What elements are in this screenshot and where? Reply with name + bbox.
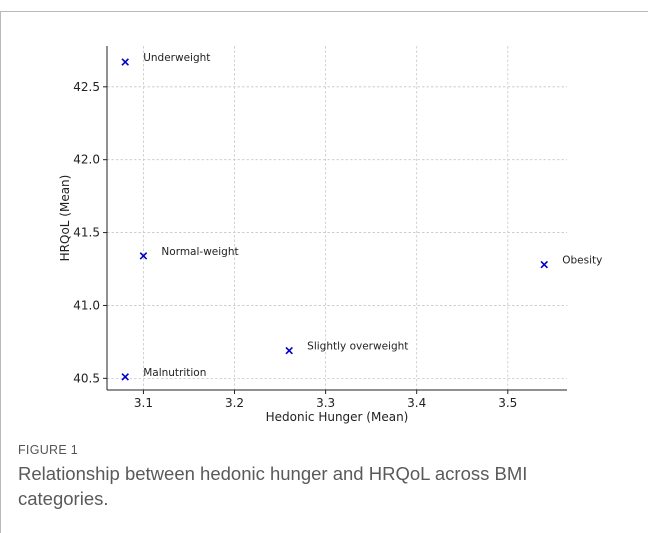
y-tick-label: 42.5 xyxy=(73,80,100,94)
x-marker-stroke xyxy=(121,373,129,381)
y-tick-label: 41.5 xyxy=(73,226,100,240)
figure-label: FIGURE 1 xyxy=(18,443,79,457)
figure-frame-left-border xyxy=(0,11,1,533)
y-tick-label: 42.0 xyxy=(73,153,100,167)
axes xyxy=(106,46,567,391)
x-marker-stroke xyxy=(285,346,293,355)
x-tick-label: 3.5 xyxy=(498,396,517,410)
x-axis-title: Hedonic Hunger (Mean) xyxy=(266,410,409,424)
data-point: Normal-weight xyxy=(139,246,239,260)
data-points: Underweight Normal-weight Obesity Slightly … xyxy=(121,52,602,381)
x-tick-label: 3.1 xyxy=(134,396,153,410)
x-tick-label: 3.4 xyxy=(407,396,426,410)
data-point-label: Obesity xyxy=(562,255,602,267)
data-point: Underweight xyxy=(121,52,210,66)
figure-caption: Relationship between hedonic hunger and … xyxy=(18,463,528,509)
grid-lines xyxy=(107,46,567,390)
x-marker-stroke xyxy=(540,260,548,269)
data-point: Obesity xyxy=(540,255,602,269)
figure-frame-top-border xyxy=(0,11,648,12)
x-marker-stroke xyxy=(139,252,148,260)
y-axis-ticks: 40.5 41.0 41.5 42.0 42.5 xyxy=(73,80,107,385)
x-tick-label: 3.2 xyxy=(225,396,244,410)
data-point-label: Slightly overweight xyxy=(307,341,408,353)
data-point: Slightly overweight xyxy=(285,341,408,355)
y-tick-label: 41.0 xyxy=(73,298,100,312)
x-axis-ticks: 3.1 3.2 3.3 3.4 3.5 xyxy=(134,390,517,410)
data-point: Malnutrition xyxy=(121,367,206,381)
x-marker-stroke xyxy=(121,58,129,66)
data-point-label: Malnutrition xyxy=(143,367,206,379)
data-point-label: Normal-weight xyxy=(161,246,238,258)
data-point-label: Underweight xyxy=(143,52,210,64)
y-axis-title: HRQoL (Mean) xyxy=(58,175,72,262)
x-tick-label: 3.3 xyxy=(316,396,335,410)
scatter-chart: 3.1 3.2 3.3 3.4 3.5 40.5 41.0 41.5 42.0 42.5 Und… xyxy=(58,46,602,424)
y-tick-label: 40.5 xyxy=(73,371,100,385)
